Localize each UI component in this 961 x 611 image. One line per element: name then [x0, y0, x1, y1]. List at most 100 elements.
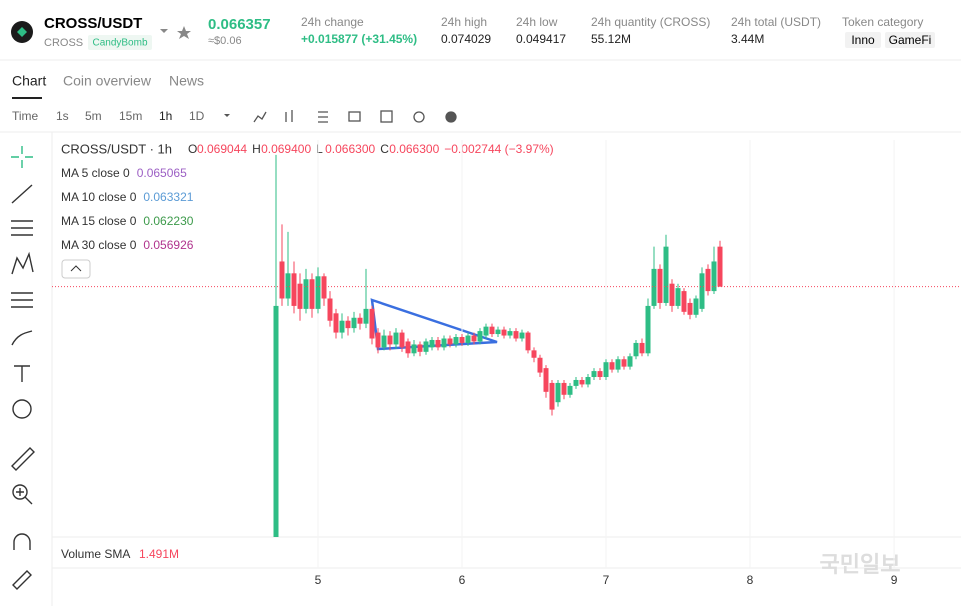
candle-body: [351, 317, 357, 329]
candle-body: [423, 341, 429, 352]
candle-body: [681, 291, 687, 312]
candle-body: [573, 379, 579, 386]
tag-bg: [88, 35, 152, 50]
candle-body: [435, 339, 441, 348]
tab[interactable]: Chart: [12, 73, 46, 89]
stat-label: 24h quantity (CROSS): [591, 15, 710, 29]
stat-label: 24h total (USDT): [731, 15, 821, 29]
x-tick-label: 5: [315, 573, 322, 587]
legend-title: CROSS/USDT · 1h: [61, 141, 172, 156]
dropdown[interactable]: [160, 29, 168, 33]
x-tick-label: 7: [603, 573, 610, 587]
tab[interactable]: News: [169, 73, 204, 89]
candle-body: [291, 273, 297, 306]
category-label: Token category: [842, 15, 923, 29]
candle-body: [471, 335, 477, 342]
dropdown[interactable]: [224, 114, 230, 117]
candle-body: [327, 298, 333, 321]
candle-body: [495, 329, 501, 335]
x-tick-label: 8: [747, 573, 754, 587]
candle-body: [633, 342, 639, 357]
candle-body: [405, 341, 411, 354]
collapse-icon: [70, 265, 82, 272]
candle-body: [459, 337, 465, 343]
category: Inno: [851, 33, 875, 47]
timeframe[interactable]: 1D: [189, 109, 205, 123]
candle-body: [417, 344, 423, 352]
timeframe[interactable]: 5m: [85, 109, 102, 123]
candle-body: [543, 368, 549, 392]
candle-body: [717, 246, 723, 287]
candle-body: [603, 362, 609, 378]
candle-body: [411, 344, 417, 354]
candle-body: [513, 331, 519, 339]
timeframe[interactable]: Time: [12, 109, 39, 123]
candle-body: [381, 335, 387, 348]
ohlc-key: L: [316, 142, 323, 156]
timeframe[interactable]: 1s: [56, 109, 69, 123]
candle-body: [333, 313, 339, 333]
price: 0.066357: [208, 16, 271, 33]
candle-body: [555, 382, 561, 403]
stat-value: 0.049417: [516, 32, 566, 46]
candle-body: [429, 339, 435, 348]
candle-body: [339, 320, 345, 333]
ma-value: 0.062230: [143, 214, 193, 228]
price-usd: ≈$0.06: [208, 35, 242, 47]
stat-value: 0.074029: [441, 32, 491, 46]
candle-body: [705, 268, 711, 292]
volume-label: Volume SMA: [61, 547, 130, 561]
candle-body: [321, 276, 327, 299]
timeframe[interactable]: 1h: [159, 109, 172, 123]
candle-body: [303, 279, 309, 309]
candle-body: [369, 308, 375, 339]
candle-body: [447, 338, 453, 345]
ohlc-value: 0.069044: [197, 142, 247, 156]
watermark: 국민일보: [820, 552, 901, 577]
candle-body: [483, 326, 489, 336]
ohlc-key: C: [380, 142, 389, 156]
ma-value: 0.056926: [143, 238, 193, 252]
candle-body: [507, 331, 513, 336]
candle-body: [309, 279, 315, 309]
candle-body: [501, 329, 507, 336]
candle-body: [621, 359, 627, 367]
candle-body: [639, 342, 645, 354]
candle-body: [525, 332, 531, 351]
favorite[interactable]: [177, 26, 191, 39]
tool-icons: [11, 146, 35, 590]
candle-body: [375, 332, 381, 348]
candle-body: [651, 268, 657, 306]
candle-body: [399, 332, 405, 348]
toolbar-icons: [253, 110, 457, 123]
candle-body: [549, 382, 555, 410]
stat-value: 55.12M: [591, 32, 631, 46]
candle-body: [561, 382, 567, 395]
tab[interactable]: Coin overview: [63, 73, 152, 89]
candle-body: [675, 288, 681, 306]
collapse-button[interactable]: [61, 259, 91, 279]
candle-body: [699, 273, 705, 309]
stat-value: 3.44M: [731, 32, 764, 46]
ma-label: MA 5 close 0: [61, 166, 130, 180]
stat-label: 24h low: [516, 15, 558, 29]
candle-body: [657, 268, 663, 303]
candle-body: [363, 308, 369, 324]
candle-body: [273, 305, 279, 537]
candle-body: [519, 332, 525, 339]
ma-label: MA 15 close 0: [61, 214, 137, 228]
candle-body: [615, 359, 621, 370]
candle-body: [393, 332, 399, 345]
candle-body: [453, 337, 459, 345]
ohlc-key: H: [252, 142, 261, 156]
stat-label: 24h high: [441, 15, 487, 29]
ohlc-key: O: [188, 142, 197, 156]
ma-value: 0.065065: [137, 166, 187, 180]
timeframe[interactable]: 15m: [119, 109, 142, 123]
stat-label: 24h change: [301, 15, 364, 29]
ohlc-change: −0.002744 (−3.97%): [444, 142, 553, 156]
logo-mark: [17, 27, 27, 37]
candle-body: [297, 283, 303, 309]
